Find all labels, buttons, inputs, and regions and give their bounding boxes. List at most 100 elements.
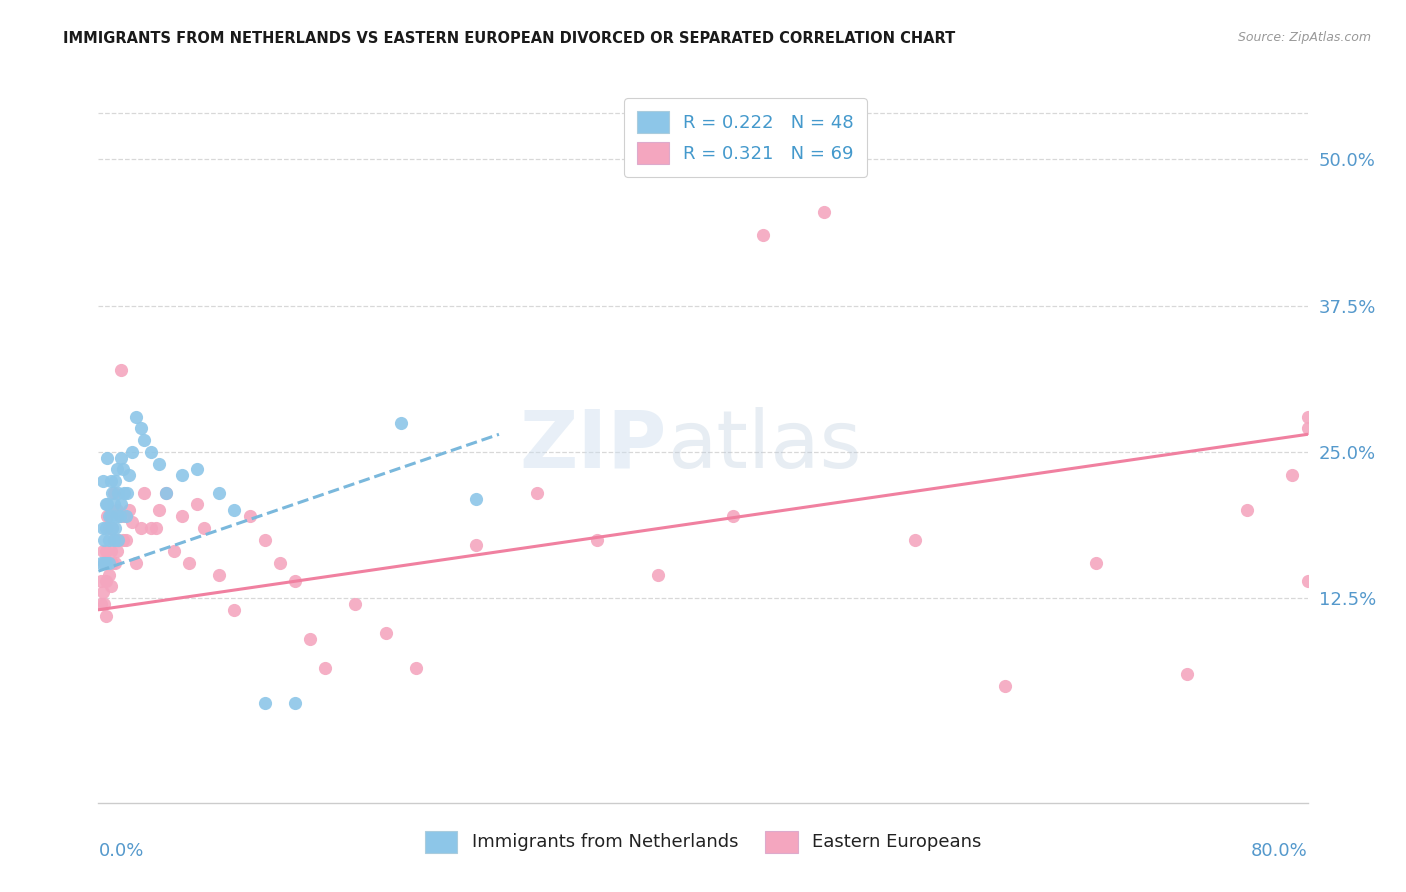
Point bbox=[465, 491, 488, 506]
Point bbox=[224, 603, 246, 617]
Point bbox=[170, 509, 193, 524]
Point bbox=[269, 556, 291, 570]
Point bbox=[193, 521, 215, 535]
Point bbox=[110, 450, 132, 465]
Legend: Immigrants from Netherlands, Eastern Europeans: Immigrants from Netherlands, Eastern Eur… bbox=[416, 822, 990, 862]
Point bbox=[94, 608, 117, 623]
Point bbox=[208, 485, 231, 500]
Point bbox=[96, 509, 118, 524]
Point bbox=[98, 556, 121, 570]
Point bbox=[107, 485, 129, 500]
Point bbox=[90, 556, 112, 570]
Point bbox=[208, 567, 231, 582]
Point bbox=[105, 509, 128, 524]
Point bbox=[141, 445, 163, 459]
Point bbox=[299, 632, 322, 646]
Point bbox=[389, 416, 412, 430]
Point bbox=[100, 544, 122, 558]
Point bbox=[100, 509, 122, 524]
Point bbox=[405, 661, 427, 675]
Point bbox=[94, 498, 117, 512]
Point bbox=[94, 544, 117, 558]
Point bbox=[465, 538, 488, 552]
Point bbox=[253, 533, 276, 547]
Point bbox=[224, 503, 246, 517]
Point bbox=[107, 533, 129, 547]
Point bbox=[1281, 468, 1303, 483]
Point bbox=[108, 509, 131, 524]
Point bbox=[813, 205, 835, 219]
Point bbox=[91, 544, 114, 558]
Point bbox=[91, 474, 114, 488]
Point bbox=[91, 585, 114, 599]
Text: 80.0%: 80.0% bbox=[1251, 842, 1308, 860]
Point bbox=[284, 574, 307, 588]
Point bbox=[170, 468, 193, 483]
Point bbox=[91, 521, 114, 535]
Point bbox=[98, 521, 121, 535]
Point bbox=[98, 509, 121, 524]
Point bbox=[141, 521, 163, 535]
Point bbox=[101, 485, 124, 500]
Point bbox=[108, 509, 131, 524]
Point bbox=[103, 533, 125, 547]
Point bbox=[132, 485, 155, 500]
Point bbox=[96, 556, 118, 570]
Point bbox=[114, 509, 136, 524]
Point bbox=[96, 450, 118, 465]
Point bbox=[90, 597, 112, 611]
Point bbox=[93, 533, 115, 547]
Point bbox=[1175, 667, 1198, 681]
Point bbox=[904, 533, 927, 547]
Text: Source: ZipAtlas.com: Source: ZipAtlas.com bbox=[1237, 31, 1371, 45]
Point bbox=[104, 521, 127, 535]
Point bbox=[1296, 421, 1319, 435]
Point bbox=[752, 228, 775, 243]
Point bbox=[1236, 503, 1258, 517]
Point bbox=[98, 567, 121, 582]
Point bbox=[118, 468, 141, 483]
Point bbox=[129, 521, 152, 535]
Point bbox=[94, 574, 117, 588]
Point bbox=[132, 433, 155, 447]
Point bbox=[239, 509, 262, 524]
Point bbox=[112, 485, 135, 500]
Point bbox=[145, 521, 167, 535]
Point bbox=[118, 503, 141, 517]
Point bbox=[344, 597, 367, 611]
Point bbox=[1296, 574, 1319, 588]
Point bbox=[98, 533, 121, 547]
Text: 0.0%: 0.0% bbox=[98, 842, 143, 860]
Point bbox=[104, 556, 127, 570]
Point bbox=[103, 533, 125, 547]
Point bbox=[179, 556, 201, 570]
Point bbox=[112, 509, 135, 524]
Point bbox=[125, 556, 148, 570]
Point bbox=[374, 626, 396, 640]
Point bbox=[586, 533, 609, 547]
Point bbox=[121, 445, 143, 459]
Point bbox=[723, 509, 745, 524]
Point bbox=[100, 474, 122, 488]
Point bbox=[101, 521, 124, 535]
Point bbox=[90, 574, 112, 588]
Point bbox=[93, 556, 115, 570]
Point bbox=[1296, 409, 1319, 424]
Point bbox=[314, 661, 336, 675]
Point bbox=[994, 679, 1017, 693]
Point bbox=[103, 485, 125, 500]
Point bbox=[148, 503, 170, 517]
Point bbox=[107, 533, 129, 547]
Text: IMMIGRANTS FROM NETHERLANDS VS EASTERN EUROPEAN DIVORCED OR SEPARATED CORRELATIO: IMMIGRANTS FROM NETHERLANDS VS EASTERN E… bbox=[63, 31, 956, 46]
Point bbox=[101, 521, 124, 535]
Point bbox=[110, 363, 132, 377]
Point bbox=[111, 533, 134, 547]
Point bbox=[110, 498, 132, 512]
Point bbox=[148, 457, 170, 471]
Point bbox=[105, 544, 128, 558]
Point bbox=[100, 579, 122, 593]
Point bbox=[115, 485, 138, 500]
Point bbox=[186, 462, 208, 476]
Point bbox=[93, 597, 115, 611]
Point bbox=[96, 498, 118, 512]
